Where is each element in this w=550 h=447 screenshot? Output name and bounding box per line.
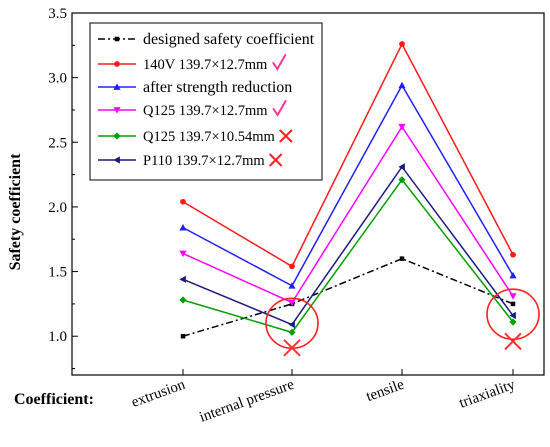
highlight-circle [486, 288, 540, 341]
legend-entry: after strength reduction [98, 79, 292, 96]
x-tick-label: triaxiality [457, 377, 518, 412]
data-point [180, 198, 186, 205]
plot-frame [71, 12, 545, 376]
data-point [180, 333, 186, 339]
data-point [179, 250, 187, 258]
data-point [179, 296, 187, 304]
data-point [398, 123, 406, 131]
legend-marker [113, 156, 120, 164]
data-point [179, 275, 186, 283]
data-point [399, 41, 405, 47]
data-point [509, 293, 517, 300]
data-point [398, 176, 406, 184]
data-point [509, 311, 516, 320]
data-point [288, 282, 296, 289]
data-point [509, 271, 517, 279]
data-point [510, 251, 516, 258]
y-tick-label: 3.0 [48, 71, 67, 87]
data-point [288, 328, 296, 336]
legend-label: Q125 139.7×12.7mm [143, 103, 268, 119]
x-tick-label: tensile [364, 377, 407, 406]
legend-label: Q125 139.7×10.54mm [143, 129, 276, 145]
series-line [182, 83, 514, 287]
legend-marker [113, 107, 121, 114]
legend-entry: Q125 139.7×10.54mm [98, 129, 293, 145]
cross-mark-icon [504, 332, 522, 351]
x-axis-title: Coefficient: [14, 391, 94, 408]
legend-marker [114, 61, 120, 67]
data-point [179, 224, 187, 231]
legend-marker [114, 36, 120, 42]
legend-entry: Q125 139.7×12.7mm [98, 100, 287, 119]
y-tick-label: 2.0 [48, 200, 67, 216]
series-line [182, 42, 514, 268]
legend-label: after strength reduction [143, 79, 292, 96]
legend-entry: 140V 139.7×12.7mm [98, 54, 287, 73]
legend-label: 140V 139.7×12.7mm [143, 57, 268, 73]
data-point [399, 256, 405, 261]
y-tick-label: 1.0 [48, 329, 67, 345]
data-point [288, 299, 296, 307]
cross-mark-icon [283, 339, 301, 357]
legend-frame [89, 22, 323, 181]
y-tick-label: 3.5 [48, 6, 67, 22]
legend-entry: designed safety coefficient [98, 31, 315, 48]
series-line [182, 178, 514, 334]
y-tick-label: 1.5 [48, 265, 67, 281]
series-line [182, 125, 514, 304]
legend-marker [113, 83, 121, 90]
data-point [509, 318, 517, 326]
cross-mark-icon [268, 153, 283, 167]
check-mark-icon [272, 54, 287, 71]
legend-label: P110 139.7×12.7mm [143, 153, 265, 169]
cross-mark-icon [279, 129, 293, 143]
data-point [510, 301, 516, 307]
data-point [288, 320, 295, 329]
check-mark-icon [272, 100, 287, 117]
data-point [289, 263, 295, 270]
y-axis-title: Safety coefficient [7, 153, 24, 271]
legend-label: designed safety coefficient [143, 31, 315, 48]
series-line [182, 257, 514, 337]
legend-entry: P110 139.7×12.7mm [98, 153, 283, 169]
data-point [398, 163, 405, 171]
x-tick-label: extrusion [129, 377, 187, 411]
series-line [182, 165, 514, 326]
y-tick-label: 2.5 [48, 135, 67, 151]
data-point [398, 81, 406, 89]
legend-marker [113, 132, 121, 140]
x-tick-label: internal pressure [197, 377, 296, 426]
